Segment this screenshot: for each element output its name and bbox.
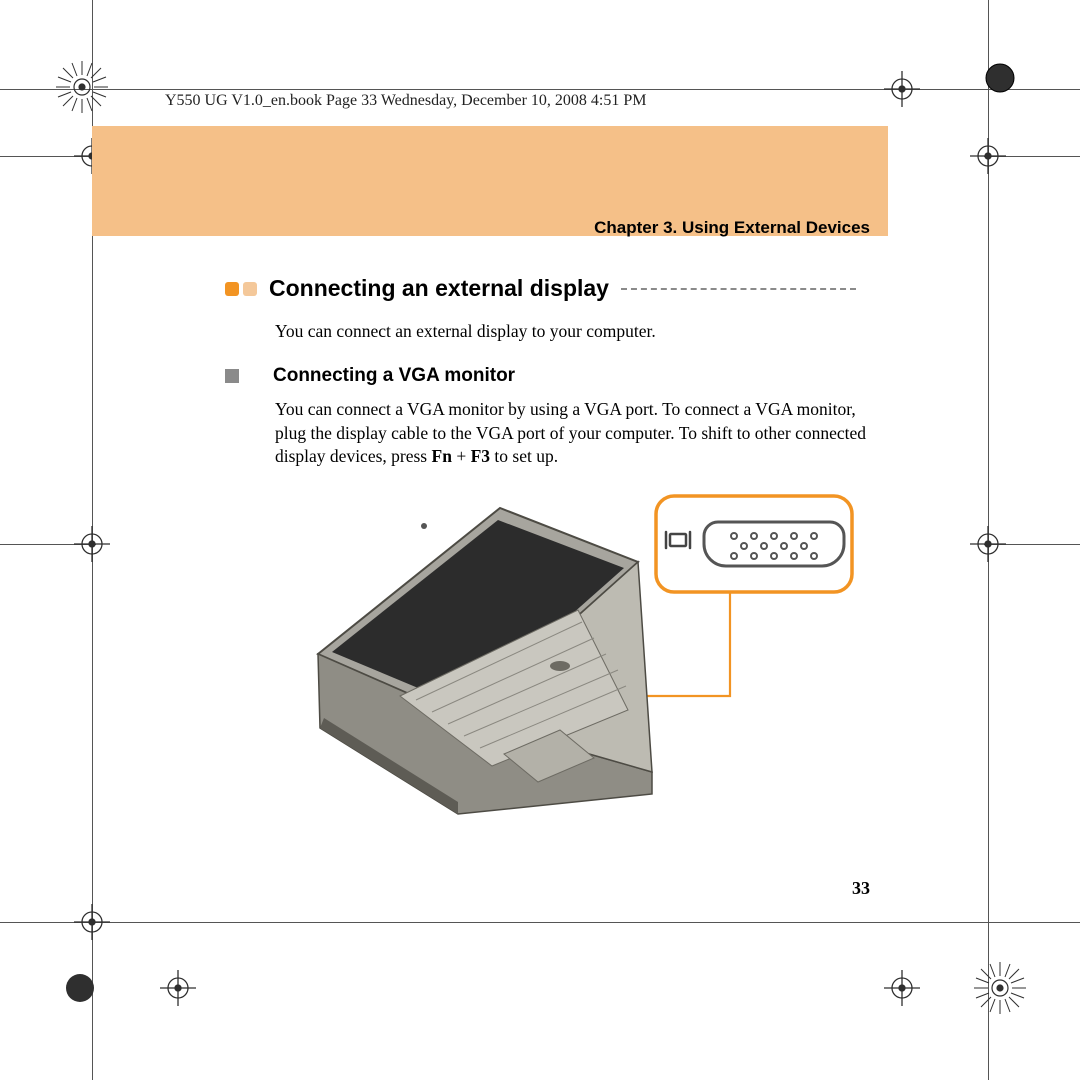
section-heading: Connecting an external display xyxy=(225,275,856,302)
body-part: to set up. xyxy=(490,446,558,466)
bullet-icon xyxy=(225,369,239,383)
chapter-title: Chapter 3. Using External Devices xyxy=(594,218,870,238)
regmark-icon xyxy=(982,60,1018,96)
key-fn: Fn xyxy=(432,446,452,466)
body-part: You can connect a VGA monitor by using a… xyxy=(275,399,866,466)
crosshair-icon xyxy=(160,970,196,1006)
crosshair-icon xyxy=(74,904,110,940)
bullet-icon xyxy=(225,282,239,296)
sunburst-icon xyxy=(54,59,110,115)
crosshair-icon xyxy=(970,138,1006,174)
crosshair-icon xyxy=(884,970,920,1006)
crosshair-icon xyxy=(74,526,110,562)
subsection-heading: Connecting a VGA monitor xyxy=(225,365,515,387)
body-plus: + xyxy=(452,446,471,466)
section-intro: You can connect an external display to y… xyxy=(275,320,870,344)
bullet-icon xyxy=(243,282,257,296)
sunburst-icon xyxy=(972,960,1028,1016)
crosshair-icon xyxy=(884,71,920,107)
key-f3: F3 xyxy=(471,446,490,466)
running-head: Y550 UG V1.0_en.book Page 33 Wednesday, … xyxy=(165,92,646,110)
regmark-icon xyxy=(62,970,98,1006)
subsection-body: You can connect a VGA monitor by using a… xyxy=(275,398,870,469)
section-title: Connecting an external display xyxy=(269,275,609,302)
page-number: 33 xyxy=(852,878,870,899)
laptop-illustration xyxy=(260,490,870,830)
crosshair-icon xyxy=(970,526,1006,562)
subsection-title: Connecting a VGA monitor xyxy=(273,365,515,387)
